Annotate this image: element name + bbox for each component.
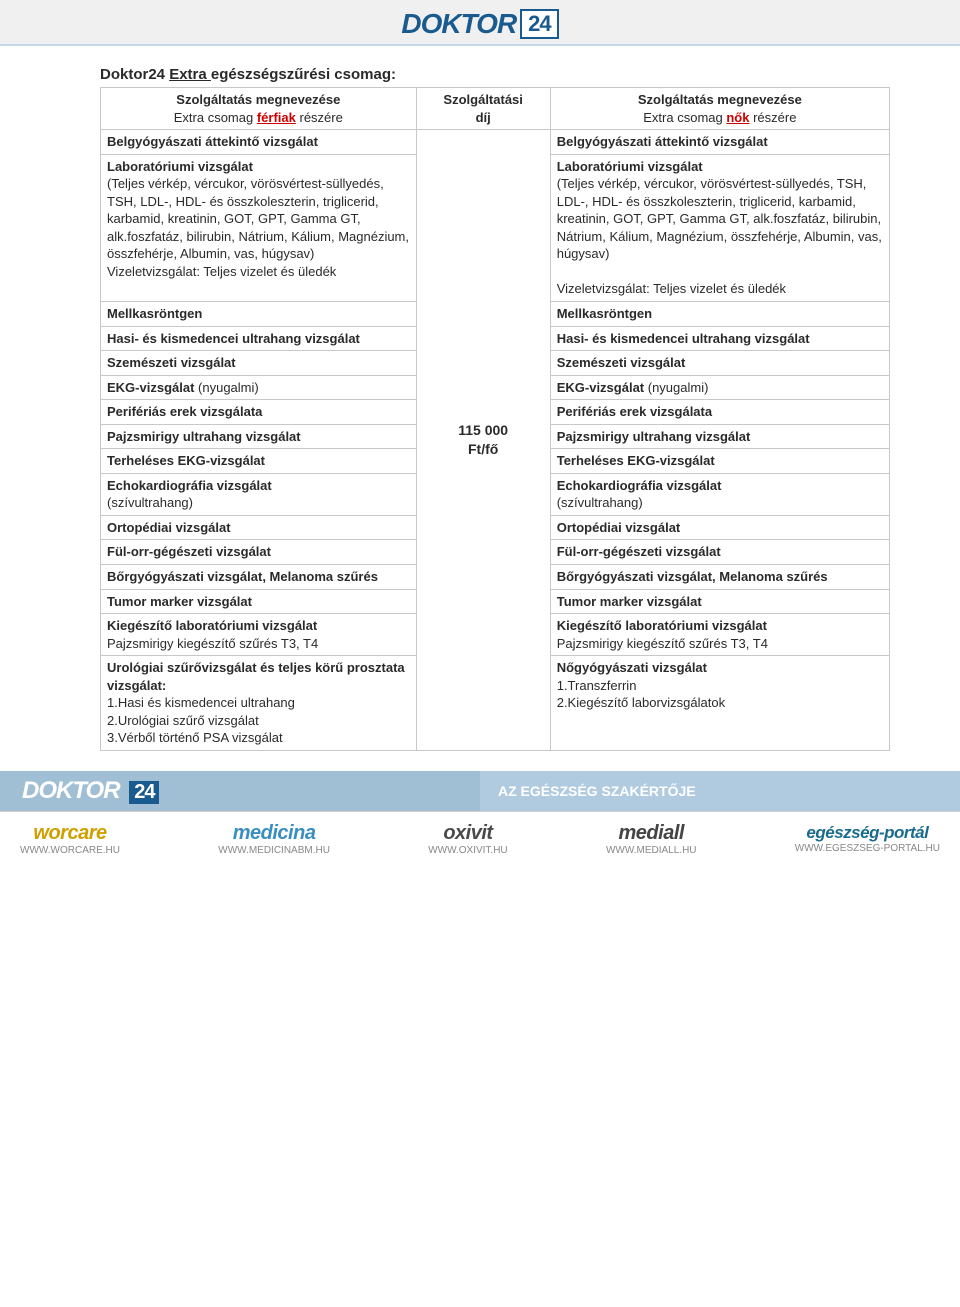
footer-logo-name: oxivit [443,822,492,845]
cell-right: Echokardiográfia vizsgálat(szívultrahang… [550,473,889,515]
cell-right: Tumor marker vizsgálat [550,589,889,614]
th-right: Szolgáltatás megnevezése Extra csomag nő… [550,88,889,130]
footer-logo-name: worcare [33,822,106,845]
cell-left: Pajzsmirigy ultrahang vizsgálat [101,424,417,449]
cell-right: Nőgyógyászati vizsgálat1.Transzferrin2.K… [550,656,889,751]
footer-logo-mediall: mediallWWW.MEDIALL.HU [606,822,697,856]
logo-doktor24: DOKTOR 24 [401,8,558,40]
cell-right: Bőrgyógyászati vizsgálat, Melanoma szűré… [550,565,889,590]
th-mid-l2: díj [476,110,491,125]
cell-left: Fül-orr-gégészeti vizsgálat [101,540,417,565]
footer-logo-name: medicina [233,822,316,845]
cell-right: Belgyógyászati áttekintő vizsgálat [550,130,889,155]
footer-logo-name: egészség-portál [806,823,928,843]
cell-right: Perifériás erek vizsgálata [550,400,889,425]
cell-left: Tumor marker vizsgálat [101,589,417,614]
th-right-l2a: Extra csomag [643,110,726,125]
bottom-logo-text: DOKTOR [22,777,120,804]
cell-right: Fül-orr-gégészeti vizsgálat [550,540,889,565]
th-mid-l1: Szolgáltatási [443,92,522,107]
logo-24: 24 [520,9,558,39]
cell-left: Urológiai szűrővizsgálat és teljes körű … [101,656,417,751]
footer-logo-url: WWW.MEDIALL.HU [606,845,697,856]
footer-logo-url: WWW.OXIVIT.HU [428,845,507,856]
cell-right: Pajzsmirigy ultrahang vizsgálat [550,424,889,449]
logo-text: DOKTOR [401,8,516,40]
bottom-left: DOKTOR 24 [0,771,480,811]
footer-logo-url: WWW.WORCARE.HU [20,845,120,856]
cell-left: Szemészeti vizsgálat [101,351,417,376]
cell-left: Mellkasröntgen [101,302,417,327]
footer-logo-egészség-portál: egészség-portálWWW.EGESZSEG-PORTAL.HU [795,823,940,854]
footer-logo-worcare: worcareWWW.WORCARE.HU [20,822,120,856]
table-row: Belgyógyászati áttekintő vizsgálat115 00… [101,130,890,155]
cell-right: EKG-vizsgálat (nyugalmi) [550,375,889,400]
bottom-brand-bar: DOKTOR 24 AZ EGÉSZSÉG SZAKÉRTŐJE [0,771,960,811]
footer-logo-oxivit: oxivitWWW.OXIVIT.HU [428,822,507,856]
cell-right: Kiegészítő laboratóriumi vizsgálatPajzsm… [550,614,889,656]
cell-left: Ortopédiai vizsgálat [101,515,417,540]
footer-logo-medicina: medicinaWWW.MEDICINABM.HU [218,822,330,856]
page-body: Doktor24 Extra egészségszűrési csomag: S… [0,46,960,771]
cell-left: Terheléses EKG-vizsgálat [101,449,417,474]
cell-right: Ortopédiai vizsgálat [550,515,889,540]
cell-left: Kiegészítő laboratóriumi vizsgálatPajzsm… [101,614,417,656]
pkg-title-underlined: Extra [169,66,211,83]
services-table: Szolgáltatás megnevezése Extra csomag fé… [100,87,890,751]
footer-logo-url: WWW.MEDICINABM.HU [218,845,330,856]
th-right-red: nők [726,110,749,125]
cell-left: Laboratóriumi vizsgálat(Teljes vérkép, v… [101,154,417,301]
footer-logo-url: WWW.EGESZSEG-PORTAL.HU [795,843,940,854]
th-left-red: férfiak [257,110,296,125]
th-left: Szolgáltatás megnevezése Extra csomag fé… [101,88,417,130]
th-left-l2b: részére [296,110,343,125]
cell-right: Mellkasröntgen [550,302,889,327]
cell-right: Terheléses EKG-vizsgálat [550,449,889,474]
cell-right: Szemészeti vizsgálat [550,351,889,376]
footer-logo-name: mediall [619,822,684,845]
th-right-l2b: részére [749,110,796,125]
cell-left: Hasi- és kismedencei ultrahang vizsgálat [101,326,417,351]
th-left-l1: Szolgáltatás megnevezése [176,92,340,107]
bottom-right: AZ EGÉSZSÉG SZAKÉRTŐJE [480,771,960,811]
price-cell: 115 000Ft/fő [416,130,550,751]
pkg-title-suffix: egészségszűrési csomag: [211,66,396,83]
cell-left: Belgyógyászati áttekintő vizsgálat [101,130,417,155]
th-mid: Szolgáltatási díj [416,88,550,130]
bottom-tagline: AZ EGÉSZSÉG SZAKÉRTŐJE [498,783,696,799]
cell-left: EKG-vizsgálat (nyugalmi) [101,375,417,400]
bottom-logo: DOKTOR 24 [0,771,480,811]
bottom-logo-24: 24 [129,781,159,804]
cell-left: Bőrgyógyászati vizsgálat, Melanoma szűré… [101,565,417,590]
cell-right: Hasi- és kismedencei ultrahang vizsgálat [550,326,889,351]
package-title: Doktor24 Extra egészségszűrési csomag: [100,66,890,83]
th-right-l1: Szolgáltatás megnevezése [638,92,802,107]
cell-left: Echokardiográfia vizsgálat(szívultrahang… [101,473,417,515]
cell-left: Perifériás erek vizsgálata [101,400,417,425]
table-header-row: Szolgáltatás megnevezése Extra csomag fé… [101,88,890,130]
cell-right: Laboratóriumi vizsgálat(Teljes vérkép, v… [550,154,889,301]
th-left-l2a: Extra csomag [174,110,257,125]
top-header: DOKTOR 24 [0,0,960,46]
footer-logos: worcareWWW.WORCARE.HU medicinaWWW.MEDICIN… [0,811,960,870]
pkg-title-prefix: Doktor24 [100,66,169,83]
